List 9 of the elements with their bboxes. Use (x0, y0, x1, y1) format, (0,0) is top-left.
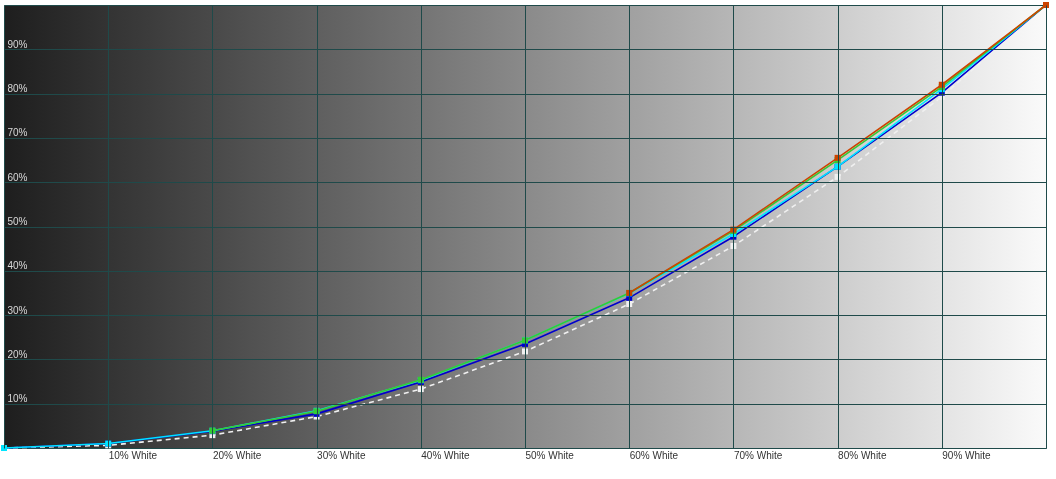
x-tick-label: 60% White (629, 449, 679, 461)
x-tick-label: 70% White (733, 449, 783, 461)
x-tick-label: 20% White (212, 449, 262, 461)
x-tick-label: 90% White (942, 449, 992, 461)
x-tick-label: 50% White (525, 449, 575, 461)
x-tick-label: 30% White (317, 449, 366, 461)
x-tick-label: 80% White (838, 449, 887, 461)
x-tick-label: 10% White (108, 449, 158, 461)
x-tick-label: 40% White (421, 449, 471, 461)
